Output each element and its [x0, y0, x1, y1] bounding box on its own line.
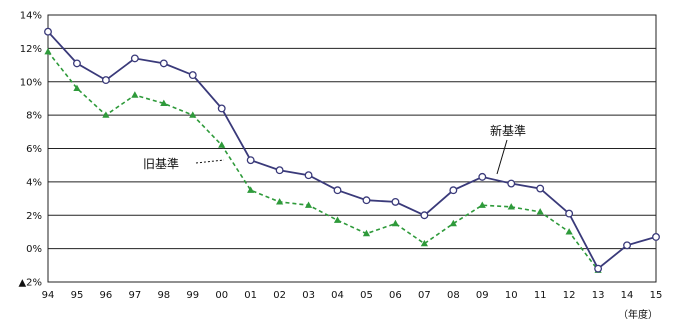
x-tick-label: 05	[360, 290, 373, 301]
y-tick-label: 4%	[26, 177, 42, 188]
series-label-pointer	[195, 159, 225, 164]
data-point	[159, 59, 168, 68]
data-point	[73, 84, 81, 92]
y-axis-ticks: 14% 12% 10% 8% 6% 4% 2% 0% ▲2%	[18, 11, 42, 289]
y-tick-label: 0%	[26, 244, 42, 255]
data-point	[652, 232, 660, 241]
series-label-new: 新基準	[490, 123, 526, 138]
series-line	[47, 51, 599, 271]
x-tick-label: 14	[621, 290, 634, 301]
data-point	[536, 208, 544, 215]
y-tick-label: 8%	[26, 111, 42, 122]
data-point	[73, 59, 81, 68]
data-point	[188, 71, 197, 80]
data-point	[44, 27, 52, 36]
x-tick-label: 98	[157, 290, 170, 301]
y-tick-label: 6%	[26, 144, 42, 155]
x-tick-label: 95	[71, 290, 84, 301]
data-point	[420, 211, 429, 220]
data-point	[333, 216, 342, 223]
x-tick-label: 07	[418, 290, 431, 301]
data-point	[275, 166, 284, 175]
x-tick-label: 04	[331, 290, 344, 301]
data-point	[189, 111, 197, 118]
data-point	[565, 209, 574, 218]
data-point	[101, 76, 110, 85]
series-line	[47, 31, 657, 270]
data-point	[362, 229, 371, 237]
data-point	[130, 54, 139, 63]
data-point	[449, 186, 458, 195]
data-point	[218, 141, 226, 148]
data-point	[420, 239, 428, 247]
data-point	[507, 203, 515, 210]
series-label-pointer	[496, 139, 508, 175]
x-tick-label: 00	[215, 290, 228, 301]
x-axis-ticks: 94 95 96 97 98 99 00 01 02 03 04 05 06 07 08 09 10 11 12 13…	[42, 290, 663, 301]
x-tick-label: 06	[389, 290, 402, 301]
data-point	[391, 197, 400, 206]
data-point	[362, 196, 371, 205]
x-tick-label: 11	[534, 290, 547, 301]
data-point	[44, 47, 52, 55]
data-point	[131, 91, 139, 98]
data-point	[478, 201, 486, 208]
series-label-old: 旧基準	[143, 156, 179, 171]
data-point	[160, 99, 168, 107]
x-tick-label: 15	[650, 290, 663, 301]
data-point	[333, 186, 342, 195]
data-point	[276, 198, 284, 205]
data-point	[217, 104, 226, 113]
data-point	[304, 201, 313, 208]
data-point	[594, 264, 603, 273]
data-point	[102, 111, 110, 118]
data-point	[507, 179, 516, 188]
data-point	[623, 241, 631, 250]
series	[44, 27, 660, 273]
grid	[47, 14, 657, 283]
y-tick-label: ▲2%	[18, 278, 42, 289]
data-point	[565, 228, 573, 235]
data-point	[536, 184, 545, 193]
x-tick-label: 13	[592, 290, 605, 301]
data-point	[478, 172, 487, 181]
x-unit-label: （年度）	[618, 308, 658, 321]
data-point	[304, 171, 313, 180]
data-point	[391, 219, 400, 227]
x-tick-label: 03	[302, 290, 315, 301]
y-tick-label: 12%	[20, 44, 42, 55]
y-tick-label: 2%	[26, 211, 42, 222]
x-tick-label: 97	[128, 290, 141, 301]
x-tick-label: 10	[505, 290, 518, 301]
x-tick-label: 99	[186, 290, 199, 301]
data-point	[247, 186, 255, 193]
data-point	[449, 219, 457, 227]
x-tick-label: 09	[476, 290, 489, 301]
x-tick-label: 08	[447, 290, 460, 301]
data-point	[246, 156, 255, 165]
x-tick-label: 02	[273, 290, 286, 301]
y-tick-label: 10%	[20, 77, 42, 88]
y-tick-label: 14%	[20, 11, 42, 22]
x-tick-label: 12	[563, 290, 576, 301]
x-tick-label: 94	[42, 290, 55, 301]
x-tick-label: 96	[100, 290, 113, 301]
x-tick-label: 01	[244, 290, 257, 301]
